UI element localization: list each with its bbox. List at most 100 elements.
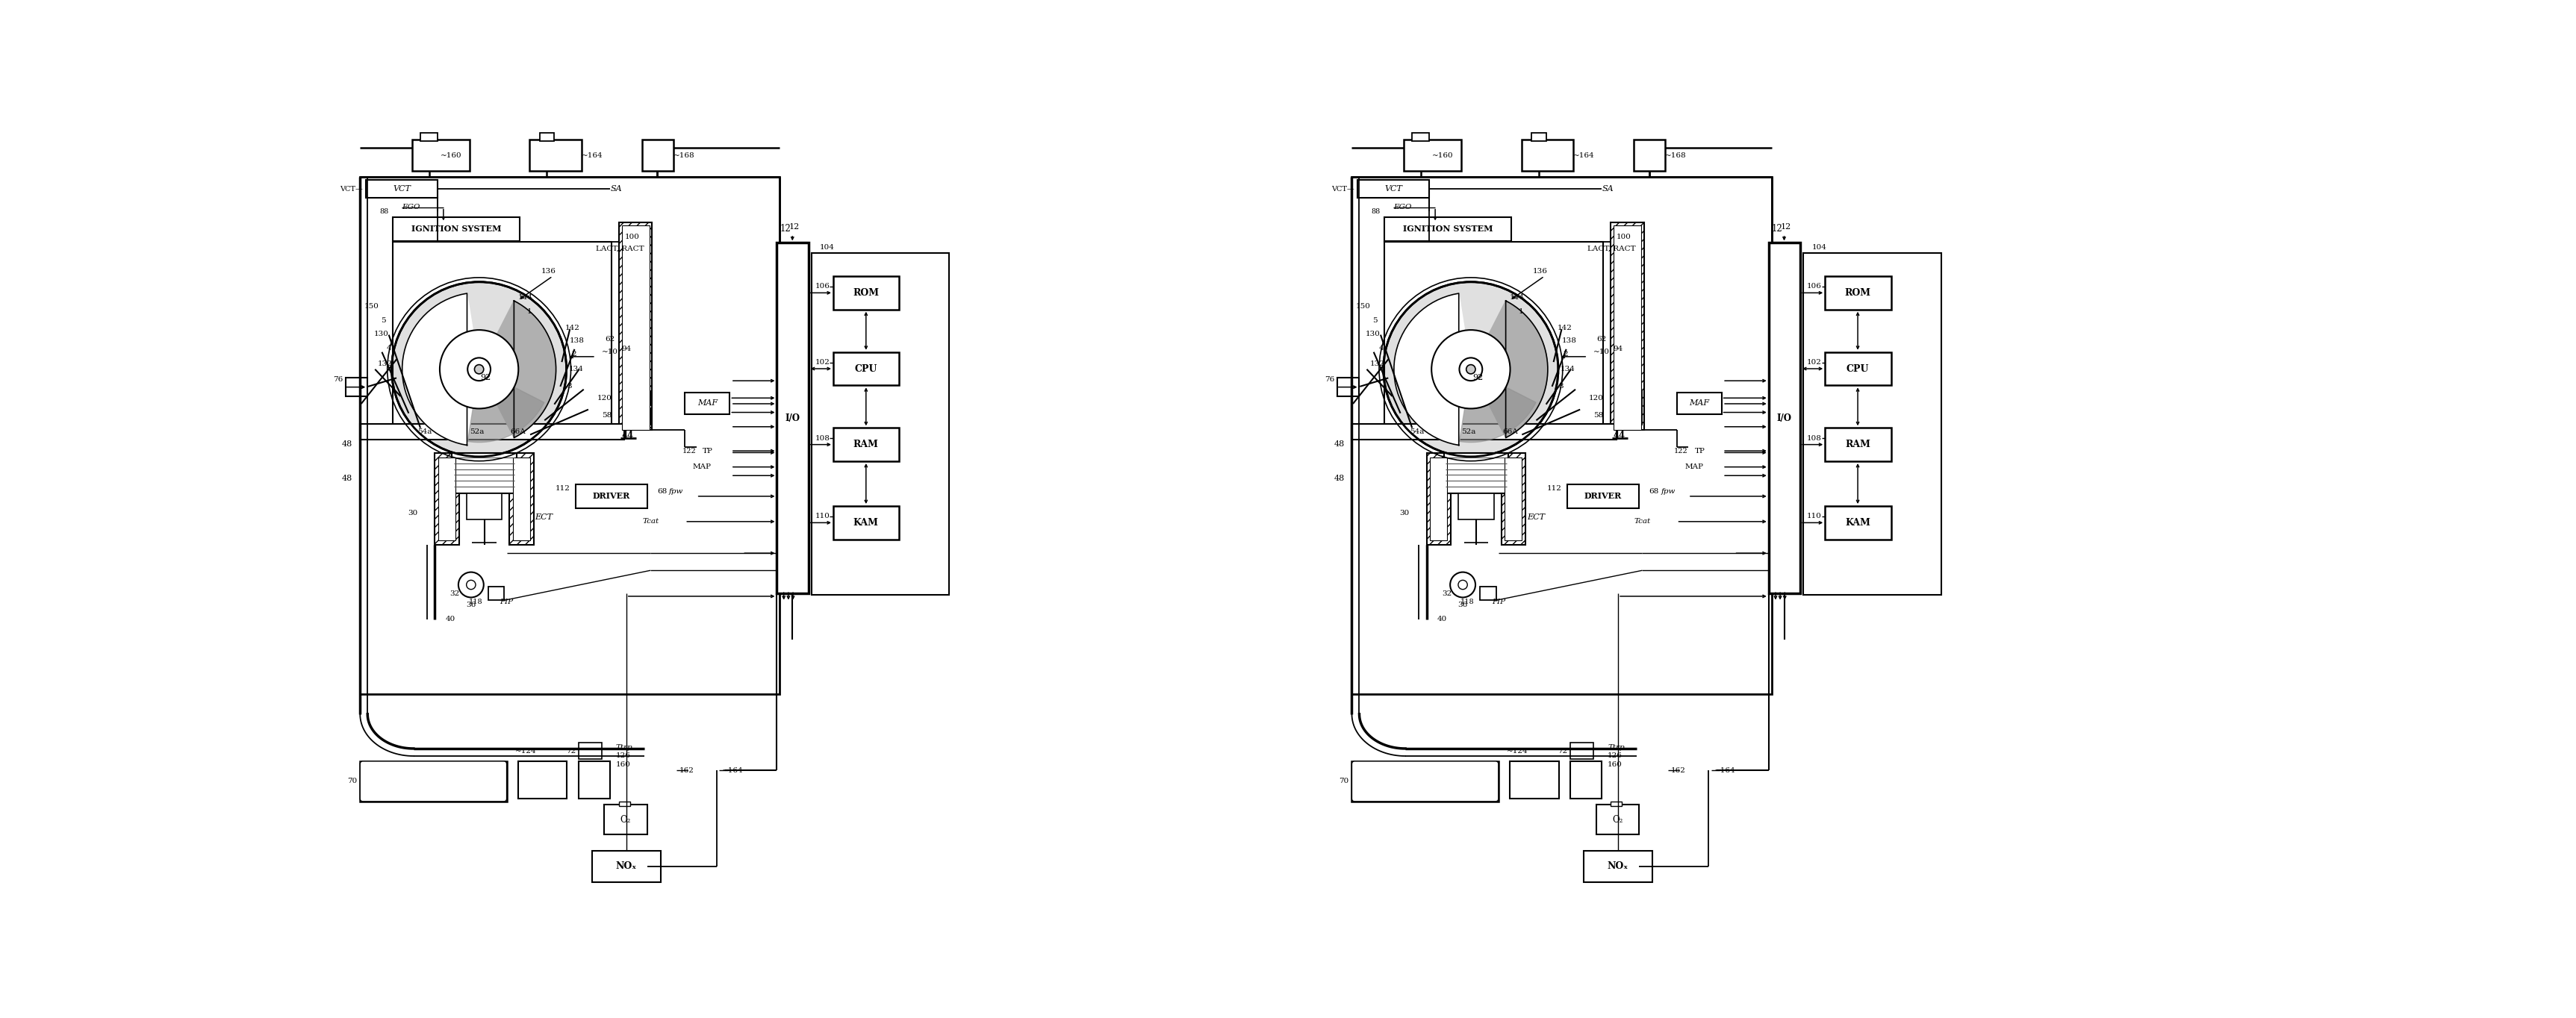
Bar [778, 243, 809, 593]
Text: 144: 144 [518, 294, 533, 300]
Bar [438, 458, 456, 541]
Text: SA: SA [611, 185, 621, 192]
Text: 12: 12 [1772, 224, 1783, 233]
Circle shape [474, 364, 484, 374]
Text: 94: 94 [621, 346, 631, 352]
Circle shape [440, 330, 518, 408]
Text: 70: 70 [348, 778, 358, 785]
Text: 1: 1 [1520, 308, 1522, 316]
Text: 108: 108 [1806, 435, 1821, 442]
Bar [592, 851, 662, 883]
Text: 112: 112 [554, 486, 569, 492]
Text: ROM: ROM [1844, 288, 1870, 297]
Bar [832, 506, 899, 540]
Text: 160: 160 [1607, 761, 1623, 768]
Bar [1352, 177, 1772, 694]
Text: 2: 2 [572, 351, 577, 357]
Text: ~168: ~168 [672, 152, 696, 159]
Bar [1352, 423, 1615, 440]
Text: 94: 94 [1613, 346, 1623, 352]
Text: 136: 136 [1533, 268, 1548, 275]
Bar [605, 805, 647, 835]
Text: 40: 40 [446, 616, 456, 623]
Text: VCT—: VCT— [340, 185, 363, 192]
Bar [580, 761, 611, 798]
Text: fpw: fpw [670, 489, 683, 495]
Text: 120: 120 [1589, 395, 1605, 401]
Text: VCT: VCT [1386, 185, 1404, 192]
Text: 68: 68 [657, 489, 667, 495]
Bar [1824, 352, 1891, 386]
Text: ~164: ~164 [1713, 767, 1736, 774]
Polygon shape [469, 370, 544, 442]
Bar [1443, 453, 1507, 494]
Text: 138: 138 [569, 337, 585, 344]
Text: 134: 134 [1561, 365, 1577, 373]
Text: 136: 136 [541, 268, 556, 275]
Text: IGNITION SYSTEM: IGNITION SYSTEM [412, 225, 502, 233]
Polygon shape [402, 293, 479, 445]
Text: 5: 5 [381, 317, 386, 324]
Text: 12: 12 [781, 224, 791, 233]
Text: 126: 126 [1607, 752, 1623, 759]
Text: 110: 110 [814, 513, 829, 520]
Bar [1458, 494, 1494, 519]
Bar [1571, 743, 1595, 758]
Text: ~164: ~164 [721, 767, 744, 774]
Text: 118: 118 [469, 599, 482, 606]
FancyBboxPatch shape [1352, 761, 1499, 801]
Polygon shape [1461, 370, 1535, 442]
Bar [1625, 391, 1641, 405]
Text: 134: 134 [569, 365, 585, 373]
Text: MAP: MAP [693, 463, 711, 470]
Text: Tcat: Tcat [641, 518, 659, 525]
Text: 110: 110 [1806, 513, 1821, 520]
Bar [1502, 453, 1525, 545]
Text: ~10: ~10 [603, 349, 618, 355]
Text: fpw: fpw [1662, 489, 1674, 495]
Circle shape [466, 580, 477, 589]
Text: ECT: ECT [1528, 514, 1546, 521]
Text: Tcat: Tcat [1633, 518, 1651, 525]
Bar [361, 423, 623, 440]
FancyBboxPatch shape [361, 761, 507, 801]
Circle shape [1432, 330, 1510, 408]
Text: 1: 1 [528, 308, 531, 316]
Text: 48: 48 [1334, 474, 1345, 483]
Text: VCT: VCT [394, 185, 412, 192]
Bar [1824, 506, 1891, 540]
Text: 162: 162 [1672, 767, 1685, 774]
Bar [1613, 226, 1641, 430]
Text: 102: 102 [814, 359, 829, 365]
Text: 106: 106 [814, 283, 829, 290]
Bar [1430, 458, 1448, 541]
Text: 48: 48 [343, 474, 353, 483]
Text: DRIVER: DRIVER [592, 492, 631, 501]
Bar [489, 586, 505, 601]
Text: Ttrp: Ttrp [616, 744, 634, 750]
Text: ROM: ROM [853, 288, 878, 297]
Text: 44: 44 [621, 431, 634, 440]
Bar [1358, 179, 1430, 199]
Text: 4: 4 [386, 345, 392, 351]
Text: 3: 3 [1558, 383, 1564, 390]
Text: 30: 30 [1399, 510, 1409, 516]
Bar [574, 485, 647, 508]
Text: 126: 126 [616, 752, 631, 759]
Bar [1803, 253, 1942, 596]
Bar [1610, 223, 1643, 430]
Text: ~160: ~160 [1432, 152, 1453, 159]
Bar [634, 391, 649, 405]
Text: ~124: ~124 [515, 748, 536, 754]
Text: 52a: 52a [1461, 429, 1476, 436]
Text: EGO: EGO [402, 204, 420, 211]
Text: 48: 48 [343, 440, 353, 448]
Circle shape [1383, 282, 1558, 457]
Text: 40: 40 [1437, 616, 1448, 623]
Bar [1412, 132, 1430, 142]
Bar [1404, 139, 1461, 171]
Text: 162: 162 [680, 767, 693, 774]
Text: 142: 142 [1556, 325, 1571, 331]
Bar [1770, 243, 1801, 593]
Bar [392, 241, 611, 437]
